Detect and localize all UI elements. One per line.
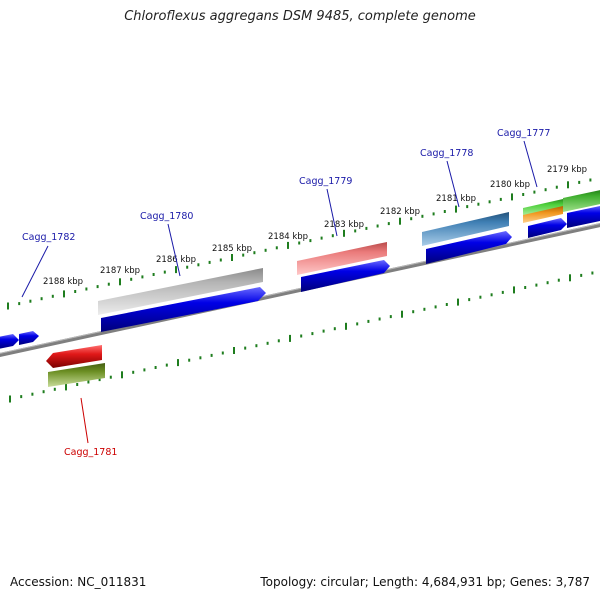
cds-arrow-1777[interactable] xyxy=(528,218,567,238)
feature-green-bar[interactable] xyxy=(563,189,600,212)
genome-summary-text: Topology: circular; Length: 4,684,931 bp… xyxy=(260,575,590,589)
ruler-label-2180: 2180 kbp xyxy=(490,180,530,190)
leader-line-1782 xyxy=(21,245,49,298)
feature-gray-bar[interactable] xyxy=(98,268,263,315)
cds-arrow-left-a[interactable] xyxy=(0,334,19,349)
map-title: Chloroflexus aggregans DSM 9485, complet… xyxy=(124,9,476,24)
ruler-label-2183: 2183 kbp xyxy=(324,220,364,230)
feature-olive-bar[interactable] xyxy=(48,363,105,387)
feature-red-arrow[interactable] xyxy=(46,345,102,368)
feature-pink-bar[interactable] xyxy=(297,242,387,275)
ruler-label-2188: 2188 kbp xyxy=(43,277,83,287)
feature-orange-bar[interactable] xyxy=(523,206,563,223)
leader-line-1777 xyxy=(523,140,538,188)
cds-arrow-1779[interactable] xyxy=(301,260,390,292)
ruler-label-2181: 2181 kbp xyxy=(436,194,476,204)
gene-label-1779[interactable]: Cagg_1779 xyxy=(299,176,352,187)
leader-line-1781 xyxy=(80,397,89,444)
genome-backbone xyxy=(0,223,600,357)
lower-ruler-ticks xyxy=(9,271,594,403)
ruler-label-2185: 2185 kbp xyxy=(212,244,252,254)
cds-arrow-next[interactable] xyxy=(567,205,600,228)
accession-text: Accession: NC_011831 xyxy=(10,575,147,589)
gene-label-1777[interactable]: Cagg_1777 xyxy=(497,128,550,139)
gene-label-1781[interactable]: Cagg_1781 xyxy=(64,447,117,458)
leader-line-1778 xyxy=(446,160,460,208)
ruler-label-2182: 2182 kbp xyxy=(380,207,420,217)
gene-label-1780[interactable]: Cagg_1780 xyxy=(140,211,193,222)
cds-arrow-left-b[interactable] xyxy=(19,331,39,345)
cds-arrow-1778[interactable] xyxy=(426,231,512,264)
leader-line-1780 xyxy=(167,223,181,277)
leader-line-1779 xyxy=(326,188,338,237)
upper-ruler-ticks xyxy=(7,178,592,310)
ruler-label-2187: 2187 kbp xyxy=(100,266,140,276)
ruler-label-2179: 2179 kbp xyxy=(547,165,587,175)
feature-steelblue-bar[interactable] xyxy=(422,212,509,246)
feature-lightgreen-bar[interactable] xyxy=(523,199,563,217)
ruler-label-2184: 2184 kbp xyxy=(268,232,308,242)
gene-label-1778[interactable]: Cagg_1778 xyxy=(420,148,473,159)
gene-label-1782[interactable]: Cagg_1782 xyxy=(22,232,75,243)
cds-arrow-1780[interactable] xyxy=(101,287,266,332)
